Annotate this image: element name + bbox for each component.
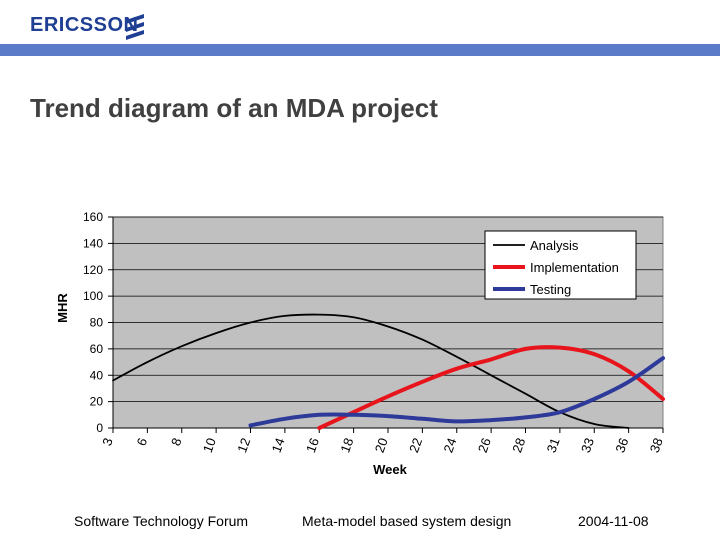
y-tick-label: 20 <box>90 395 104 409</box>
x-tick-label: 10 <box>200 436 219 455</box>
x-tick-label: 12 <box>234 436 253 455</box>
y-tick-label: 60 <box>90 342 104 356</box>
footer-left: Software Technology Forum <box>74 513 249 529</box>
x-tick-label: 6 <box>134 436 151 448</box>
x-tick-label: 33 <box>578 436 597 455</box>
y-tick-label: 140 <box>83 236 103 250</box>
y-tick-label: 100 <box>83 289 103 303</box>
x-tick-label: 31 <box>544 436 563 455</box>
x-tick-label: 22 <box>406 436 425 455</box>
y-tick-label: 80 <box>90 316 104 330</box>
x-tick-label: 14 <box>269 436 288 455</box>
x-tick-label: 16 <box>303 436 322 455</box>
footer-center: Meta-model based system design <box>302 513 512 529</box>
x-tick-label: 26 <box>475 436 494 455</box>
y-tick-label: 160 <box>83 210 103 224</box>
page-title: Trend diagram of an MDA project <box>30 93 438 123</box>
slide-header: ERICSSON <box>0 0 720 58</box>
x-tick-label: 28 <box>509 436 528 455</box>
x-tick-label: 8 <box>168 436 185 448</box>
y-tick-label: 120 <box>83 263 103 277</box>
x-tick-label: 38 <box>647 436 666 455</box>
series-line-implementation <box>317 345 665 430</box>
x-axis-label: Week <box>373 462 407 477</box>
series-line-testing <box>248 356 665 428</box>
header-accent-bar <box>0 44 720 56</box>
x-tick-label: 24 <box>441 436 460 455</box>
x-tick-label: 18 <box>337 436 356 455</box>
ericsson-logo-text: ERICSSON <box>30 14 139 36</box>
y-axis-label: MHR <box>55 293 70 323</box>
x-tick-label: 36 <box>612 436 631 455</box>
y-tick-label: 40 <box>90 368 104 382</box>
legend-label-implementation: Implementation <box>530 260 619 275</box>
x-tick-label: 20 <box>372 436 391 455</box>
legend-label-analysis: Analysis <box>530 238 579 253</box>
series-line-analysis <box>112 313 630 429</box>
footer-date: 2004-11-08 <box>578 513 649 529</box>
ericsson-stripes-icon <box>126 14 144 40</box>
x-tick-label: 3 <box>99 436 116 448</box>
legend-label-testing: Testing <box>530 282 571 297</box>
y-tick-label: 0 <box>96 421 103 435</box>
